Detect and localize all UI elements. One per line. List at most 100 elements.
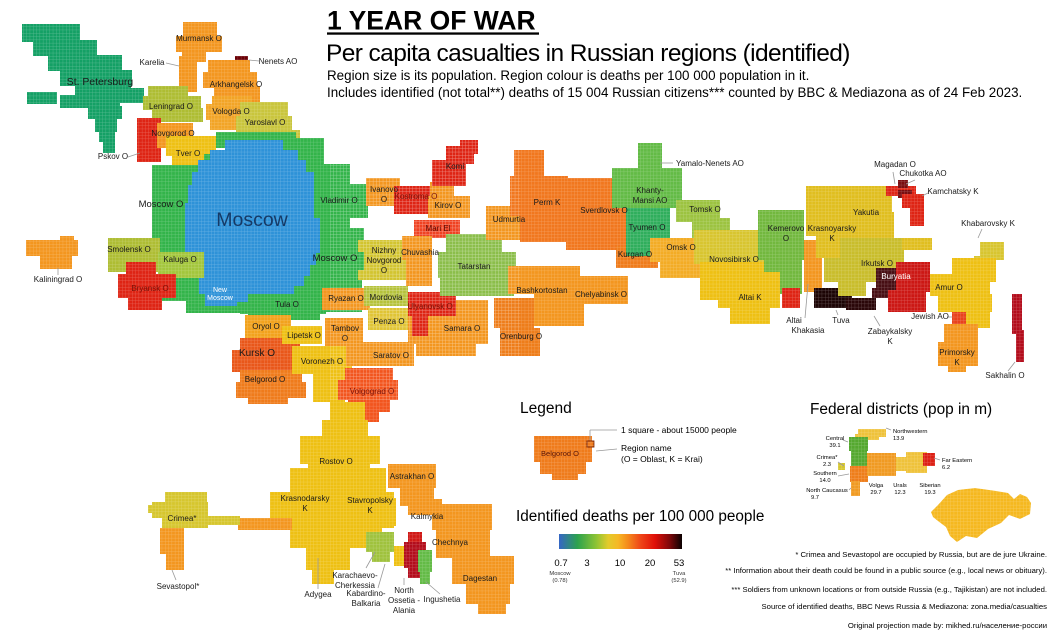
svg-text:3: 3 (584, 558, 589, 569)
svg-text:Buryatia: Buryatia (881, 272, 911, 281)
svg-text:Tatarstan: Tatarstan (458, 262, 491, 271)
svg-text:Dagestan: Dagestan (463, 574, 497, 583)
svg-text:Tuva: Tuva (673, 571, 686, 577)
svg-text:(0.78): (0.78) (552, 578, 567, 584)
svg-text:K: K (887, 337, 893, 346)
svg-text:Belgorod O: Belgorod O (245, 375, 285, 384)
svg-text:Nizhny: Nizhny (372, 246, 396, 255)
svg-text:Identified deaths per 100 000: Identified deaths per 100 000 people (516, 508, 764, 525)
svg-text:Novgorod: Novgorod (367, 256, 402, 265)
svg-text:14.0: 14.0 (819, 478, 830, 484)
svg-text:Lipetsk O: Lipetsk O (287, 331, 321, 340)
svg-text:Yaroslavl O: Yaroslavl O (245, 118, 286, 127)
svg-text:(52.9): (52.9) (671, 578, 686, 584)
svg-text:Ryazan O: Ryazan O (328, 294, 364, 303)
svg-text:Federal districts (pop in m): Federal districts (pop in m) (810, 401, 992, 418)
svg-text:Saratov O: Saratov O (373, 351, 409, 360)
svg-text:Irkutsk O: Irkutsk O (861, 259, 893, 268)
svg-text:Sevastopol*: Sevastopol* (157, 582, 200, 591)
svg-text:Oryol O: Oryol O (252, 322, 280, 331)
svg-text:Stavropolsky: Stavropolsky (347, 496, 393, 505)
svg-text:Tomsk O: Tomsk O (689, 205, 721, 214)
svg-text:9.7: 9.7 (811, 495, 819, 501)
svg-text:Northwestern: Northwestern (893, 429, 927, 435)
svg-text:6.2: 6.2 (942, 465, 950, 471)
svg-text:Chuvashia: Chuvashia (401, 248, 439, 257)
svg-text:0.7: 0.7 (554, 558, 567, 569)
svg-text:Arkhangelsk O: Arkhangelsk O (210, 80, 262, 89)
svg-text:Mansi AO: Mansi AO (633, 196, 668, 205)
svg-text:Crimea*: Crimea* (168, 514, 197, 523)
svg-text:Central: Central (826, 436, 845, 442)
svg-text:12.3: 12.3 (894, 490, 905, 496)
svg-text:O: O (783, 234, 789, 243)
svg-text:Tula O: Tula O (275, 300, 299, 309)
svg-text:O: O (381, 195, 387, 204)
svg-text:Smolensk O: Smolensk O (107, 245, 151, 254)
svg-text:Kurgan O: Kurgan O (618, 250, 652, 259)
svg-text:Jewish AO: Jewish AO (911, 312, 949, 321)
svg-text:New: New (213, 287, 228, 294)
svg-text:Amur O: Amur O (935, 283, 963, 292)
svg-text:Mordovia: Mordovia (370, 293, 403, 302)
svg-text:*** Soldiers from unknown loca: *** Soldiers from unknown locations or f… (731, 585, 1047, 594)
svg-text:Belgorod O: Belgorod O (541, 449, 579, 458)
svg-text:Leningrad O: Leningrad O (149, 102, 193, 111)
svg-text:1 YEAR OF WAR: 1 YEAR OF WAR (327, 6, 536, 36)
svg-text:Per capita casualties in Russi: Per capita casualties in Russian regions… (326, 40, 850, 67)
svg-text:Southern: Southern (813, 471, 837, 477)
svg-text:Nenets AO: Nenets AO (259, 57, 298, 66)
svg-text:Murmansk O: Murmansk O (176, 34, 222, 43)
svg-text:13.9: 13.9 (893, 436, 904, 442)
svg-text:Kostroma O: Kostroma O (395, 192, 438, 201)
svg-text:Legend: Legend (520, 400, 572, 417)
svg-text:Ingushetia: Ingushetia (424, 595, 461, 604)
svg-text:Penza O: Penza O (373, 317, 404, 326)
svg-text:Region size is its population.: Region size is its population. Region co… (327, 68, 809, 83)
svg-text:Original projection made by: m: Original projection made by: mikhed.ru/н… (848, 621, 1047, 630)
svg-text:53: 53 (674, 558, 685, 569)
svg-text:Omsk O: Omsk O (666, 243, 695, 252)
svg-text:Moscow: Moscow (216, 209, 288, 231)
svg-text:Volgograd O: Volgograd O (350, 387, 394, 396)
svg-text:Yamalo-Nenets AO: Yamalo-Nenets AO (676, 159, 744, 168)
svg-text:North: North (394, 586, 414, 595)
svg-text:K: K (302, 504, 308, 513)
svg-text:39.1: 39.1 (829, 443, 840, 449)
svg-text:Kalmykia: Kalmykia (411, 512, 444, 521)
svg-text:Krasnoyarsky: Krasnoyarsky (808, 224, 856, 233)
svg-text:Kemerovo: Kemerovo (768, 224, 805, 233)
svg-text:20: 20 (645, 558, 656, 569)
svg-text:O: O (381, 266, 387, 275)
svg-text:Karachaevo-: Karachaevo- (332, 571, 378, 580)
svg-text:1 square - about 15000 people: 1 square - about 15000 people (621, 425, 737, 435)
svg-text:Yakutia: Yakutia (853, 208, 880, 217)
svg-text:Siberian: Siberian (919, 483, 940, 489)
svg-text:Astrakhan O: Astrakhan O (390, 472, 434, 481)
svg-text:Khabarovsky K: Khabarovsky K (961, 219, 1015, 228)
svg-text:10: 10 (615, 558, 626, 569)
svg-text:Tver O: Tver O (176, 149, 200, 158)
svg-text:Bryansk O: Bryansk O (131, 284, 168, 293)
svg-text:Novosibirsk O: Novosibirsk O (709, 255, 759, 264)
svg-text:Kamchatsky K: Kamchatsky K (927, 187, 979, 196)
svg-text:Ossetia -: Ossetia - (388, 596, 420, 605)
svg-text:Sakhalin O: Sakhalin O (985, 371, 1024, 380)
svg-text:K: K (829, 234, 835, 243)
svg-text:Far Eastern: Far Eastern (942, 458, 972, 464)
svg-text:Includes identified (not total: Includes identified (not total**) deaths… (327, 85, 1022, 100)
svg-text:Altai K: Altai K (738, 293, 762, 302)
svg-text:K: K (954, 358, 960, 367)
svg-text:Adygea: Adygea (304, 590, 332, 599)
svg-text:St. Petersburg: St. Petersburg (67, 77, 134, 88)
svg-text:Chelyabinsk O: Chelyabinsk O (575, 290, 627, 299)
svg-text:Chukotka AO: Chukotka AO (899, 169, 946, 178)
svg-text:Ivanovo: Ivanovo (370, 185, 399, 194)
svg-text:North Caucasus: North Caucasus (806, 488, 848, 494)
svg-text:Crimea*: Crimea* (817, 455, 839, 461)
svg-text:19.3: 19.3 (924, 490, 935, 496)
svg-text:Cherkessia: Cherkessia (335, 581, 376, 590)
svg-text:Karelia: Karelia (140, 58, 165, 67)
svg-text:Udmurtia: Udmurtia (493, 215, 526, 224)
svg-text:Mari El: Mari El (426, 224, 451, 233)
